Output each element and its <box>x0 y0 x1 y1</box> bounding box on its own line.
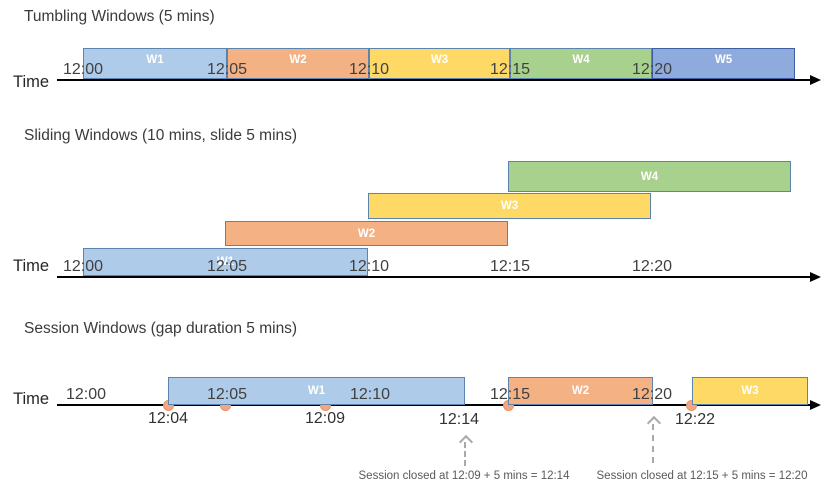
tumbling-window-w1: W1 <box>83 48 227 79</box>
window-label: W3 <box>741 385 759 397</box>
window-label: W2 <box>357 227 376 240</box>
window-label: W1 <box>146 54 164 66</box>
tumbling-time-axis <box>57 79 812 81</box>
sliding-window-w1: W1 <box>83 248 368 276</box>
session-tick-1220: 12:20 <box>631 386 673 403</box>
session-window-w2: W2 <box>508 377 653 405</box>
event-label-1209: 12:09 <box>304 410 346 427</box>
session-title: Session Windows (gap duration 5 mins) <box>24 320 298 337</box>
window-label: W2 <box>289 54 307 66</box>
session-tick-1200: 12:00 <box>65 386 107 403</box>
sliding-tick-1215: 12:15 <box>489 258 531 275</box>
window-label: W1 <box>307 385 326 397</box>
window-label: W4 <box>640 170 659 183</box>
session-window-w1: W1 <box>168 377 465 405</box>
window-label: W2 <box>571 385 590 397</box>
tumbling-window-w2: W2 <box>227 48 369 79</box>
window-label: W4 <box>572 54 590 66</box>
tumbling-time-label: Time <box>13 73 50 91</box>
tumbling-tick-1210: 12:10 <box>348 61 390 78</box>
sliding-window-w2: W2 <box>225 221 508 246</box>
sliding-tick-1200: 12:00 <box>62 258 104 275</box>
up-arrow-dashed-line <box>464 442 466 466</box>
tumbling-axis-arrowhead-icon <box>810 75 821 85</box>
sliding-title: Sliding Windows (10 mins, slide 5 mins) <box>24 127 298 144</box>
session-tick-1210: 12:10 <box>349 386 391 403</box>
sliding-time-axis <box>57 276 812 278</box>
session-tick-1215: 12:15 <box>489 386 531 403</box>
up-arrow-icon <box>458 434 474 450</box>
tumbling-tick-1205: 12:05 <box>206 61 248 78</box>
tumbling-tick-1220: 12:20 <box>631 61 673 78</box>
window-label: W3 <box>500 200 519 212</box>
session-time-label: Time <box>13 390 50 408</box>
event-label-1214: 12:14 <box>438 411 480 428</box>
window-label: W1 <box>216 256 235 268</box>
tumbling-title: Tumbling Windows (5 mins) <box>24 8 215 25</box>
sliding-window-w3: W3 <box>368 193 651 219</box>
tumbling-window-w4: W4 <box>510 48 652 79</box>
session-closed-annotation-1: Session closed at 12:09 + 5 mins = 12:14 <box>358 470 570 482</box>
tumbling-tick-1200: 12:00 <box>62 61 104 78</box>
session-axis-arrowhead-icon <box>810 400 821 410</box>
up-arrow-icon <box>646 415 662 431</box>
sliding-axis-arrowhead-icon <box>810 272 821 282</box>
sliding-tick-1205: 12:05 <box>206 258 248 275</box>
tumbling-window-w3: W3 <box>369 48 510 79</box>
sliding-tick-1210: 12:10 <box>348 258 390 275</box>
session-window-w3: W3 <box>692 377 808 405</box>
sliding-time-label: Time <box>13 257 50 275</box>
event-dot-1222 <box>686 400 697 411</box>
session-time-axis <box>57 404 812 406</box>
up-arrow-dashed-line <box>652 424 654 463</box>
session-tick-1205: 12:05 <box>206 386 248 403</box>
event-label-1222: 12:22 <box>674 411 716 428</box>
sliding-window-w4: W4 <box>508 161 791 192</box>
event-label-1204: 12:04 <box>147 410 189 427</box>
window-label: W5 <box>714 54 733 66</box>
session-closed-annotation-2: Session closed at 12:15 + 5 mins = 12:20 <box>596 470 808 482</box>
sliding-tick-1220: 12:20 <box>631 258 673 275</box>
tumbling-window-w5: W5 <box>652 48 795 79</box>
window-label: W3 <box>430 54 449 66</box>
tumbling-tick-1215: 12:15 <box>489 61 531 78</box>
